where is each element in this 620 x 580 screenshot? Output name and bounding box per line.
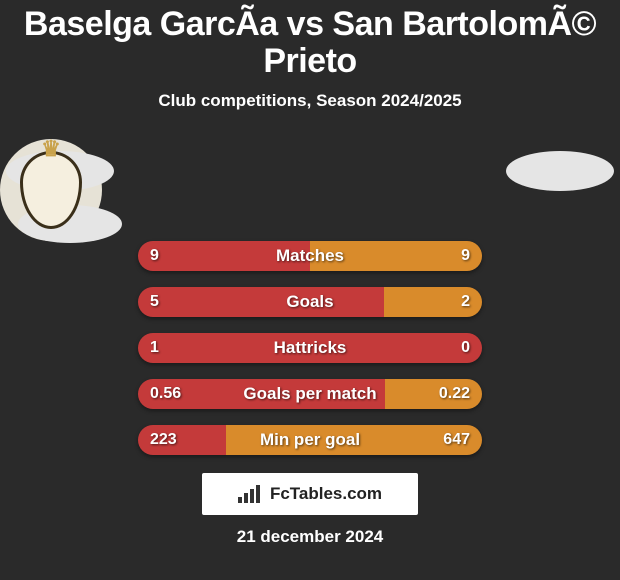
bar-chart-icon — [238, 485, 264, 503]
comparison-card: Baselga GarcÃa vs San BartolomÃ© Prieto … — [0, 0, 620, 580]
bar-segment-right — [385, 379, 482, 409]
stats-area: ♛ Matches99 Goals52 Hattricks10 Goals per m… — [0, 139, 620, 455]
bar-segment-right — [310, 241, 482, 271]
page-title: Baselga GarcÃa vs San BartolomÃ© Prieto — [0, 6, 620, 81]
stat-bar-row: Hattricks10 — [138, 333, 482, 363]
bar-segment-left — [138, 379, 385, 409]
subtitle: Club competitions, Season 2024/2025 — [0, 91, 620, 111]
date-text: 21 december 2024 — [0, 527, 620, 547]
brand-text: FcTables.com — [270, 484, 382, 504]
stat-bar-row: Min per goal223647 — [138, 425, 482, 455]
bar-segment-right — [384, 287, 482, 317]
bar-segment-left — [138, 241, 310, 271]
stat-bar-row: Goals52 — [138, 287, 482, 317]
bar-segment-left — [138, 425, 226, 455]
crown-icon: ♛ — [41, 136, 61, 162]
brand-badge: FcTables.com — [202, 473, 418, 515]
stat-bar-row: Goals per match0.560.22 — [138, 379, 482, 409]
bar-segment-right — [226, 425, 482, 455]
player-right-avatar — [506, 151, 614, 191]
stat-bars: Matches99 Goals52 Hattricks10 Goals per mat… — [138, 241, 482, 455]
bar-segment-left — [138, 287, 384, 317]
bar-segment-left — [138, 333, 482, 363]
stat-bar-row: Matches99 — [138, 241, 482, 271]
